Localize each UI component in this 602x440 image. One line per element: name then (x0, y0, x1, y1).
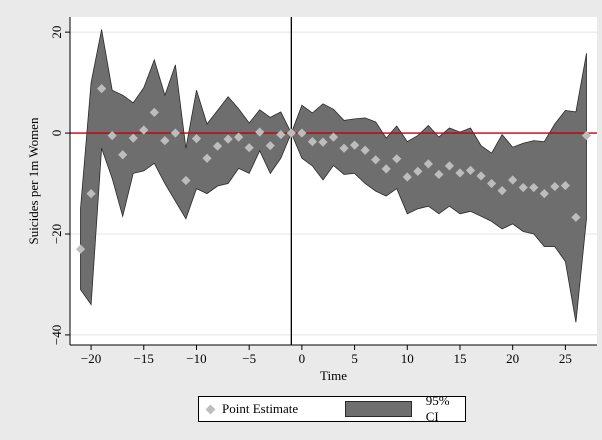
point-estimate-marker (539, 189, 549, 199)
diamond-marker-icon (205, 404, 216, 414)
point-estimate-marker (392, 154, 402, 164)
point-estimate-marker (339, 143, 349, 153)
point-estimate-marker (487, 178, 497, 189)
y-tick-label: −20 (49, 224, 64, 244)
x-tick-label: −5 (242, 351, 256, 366)
point-estimate-marker (181, 175, 191, 186)
point-estimate-marker (307, 137, 318, 147)
point-estimate-marker (212, 141, 223, 151)
x-tick-label: −10 (186, 351, 206, 366)
point-estimate-marker (423, 159, 433, 169)
point-estimate-marker (128, 133, 138, 143)
point-estimate-marker (550, 181, 560, 192)
legend: Point Estimate 95% CI (198, 393, 466, 424)
point-estimate-marker (444, 161, 455, 171)
point-estimate-marker (571, 212, 581, 222)
point-estimate-marker (255, 127, 265, 137)
y-tick-label: 20 (49, 26, 64, 39)
x-tick-label: 25 (559, 351, 572, 366)
point-estimate-marker (297, 128, 307, 138)
point-estimate-marker (413, 166, 423, 177)
point-estimate-marker (107, 130, 117, 141)
point-estimate-marker (139, 125, 149, 135)
point-estimate-marker (244, 143, 254, 153)
legend-entry-ci: 95% CI (345, 393, 465, 424)
point-estimate-marker (328, 132, 339, 142)
point-estimate-marker (97, 84, 107, 94)
point-estimate-marker (360, 145, 370, 155)
x-tick-label: 20 (506, 351, 519, 366)
point-estimate-marker (191, 134, 202, 144)
gridlines (70, 31, 597, 336)
point-estimates (75, 84, 592, 254)
point-estimate-marker (560, 180, 570, 191)
x-tick-label: −20 (81, 351, 101, 366)
point-estimate-marker (434, 169, 444, 180)
x-tick-label: 10 (401, 351, 414, 366)
point-estimate-marker (476, 171, 486, 181)
y-axis: 20 0 −20 −40 (49, 17, 71, 345)
x-axis-label: Time (320, 368, 347, 383)
point-estimate-marker (455, 168, 465, 178)
point-estimate-marker (371, 155, 381, 165)
chart-svg: −20 −15 −10 −5 0 5 10 15 20 25 20 0 −20 −40 Time Sui… (26, 17, 597, 383)
y-axis-label: Suicides per 1m Women (26, 117, 41, 244)
point-estimate-marker (465, 165, 476, 176)
point-estimate-marker (508, 175, 518, 185)
point-estimate-marker (265, 141, 275, 151)
y-tick-label: 0 (49, 130, 64, 137)
x-axis: −20 −15 −10 −5 0 5 10 15 20 25 (70, 344, 597, 366)
y-tick-label: −40 (49, 325, 64, 345)
point-estimate-marker (381, 164, 391, 174)
point-estimate-marker (223, 134, 233, 144)
point-estimate-marker (497, 185, 507, 196)
x-tick-label: −15 (134, 351, 154, 366)
point-estimate-marker (118, 150, 128, 160)
x-tick-label: 15 (453, 351, 466, 366)
point-estimate-marker (318, 137, 328, 147)
x-tick-label: 5 (351, 351, 358, 366)
point-estimate-marker (149, 107, 159, 117)
area-swatch-icon (345, 401, 412, 417)
point-estimate-marker (160, 136, 170, 146)
point-estimate-marker (529, 182, 539, 193)
legend-label-ci: 95% CI (425, 393, 450, 424)
point-estimate-marker (75, 244, 86, 254)
point-estimate-marker (581, 130, 592, 141)
legend-entry-point: Point Estimate (205, 397, 299, 421)
x-tick-label: 0 (299, 351, 306, 366)
point-estimate-marker (402, 172, 412, 182)
point-estimate-marker (170, 128, 180, 138)
point-estimate-marker (349, 140, 360, 150)
legend-label-point: Point Estimate (222, 401, 299, 416)
point-estimate-marker (202, 153, 212, 163)
point-estimate-marker (86, 189, 96, 199)
point-estimate-marker (234, 132, 244, 142)
point-estimate-marker (518, 182, 528, 193)
point-estimate-marker (276, 129, 286, 140)
point-estimate-marker (286, 128, 296, 138)
